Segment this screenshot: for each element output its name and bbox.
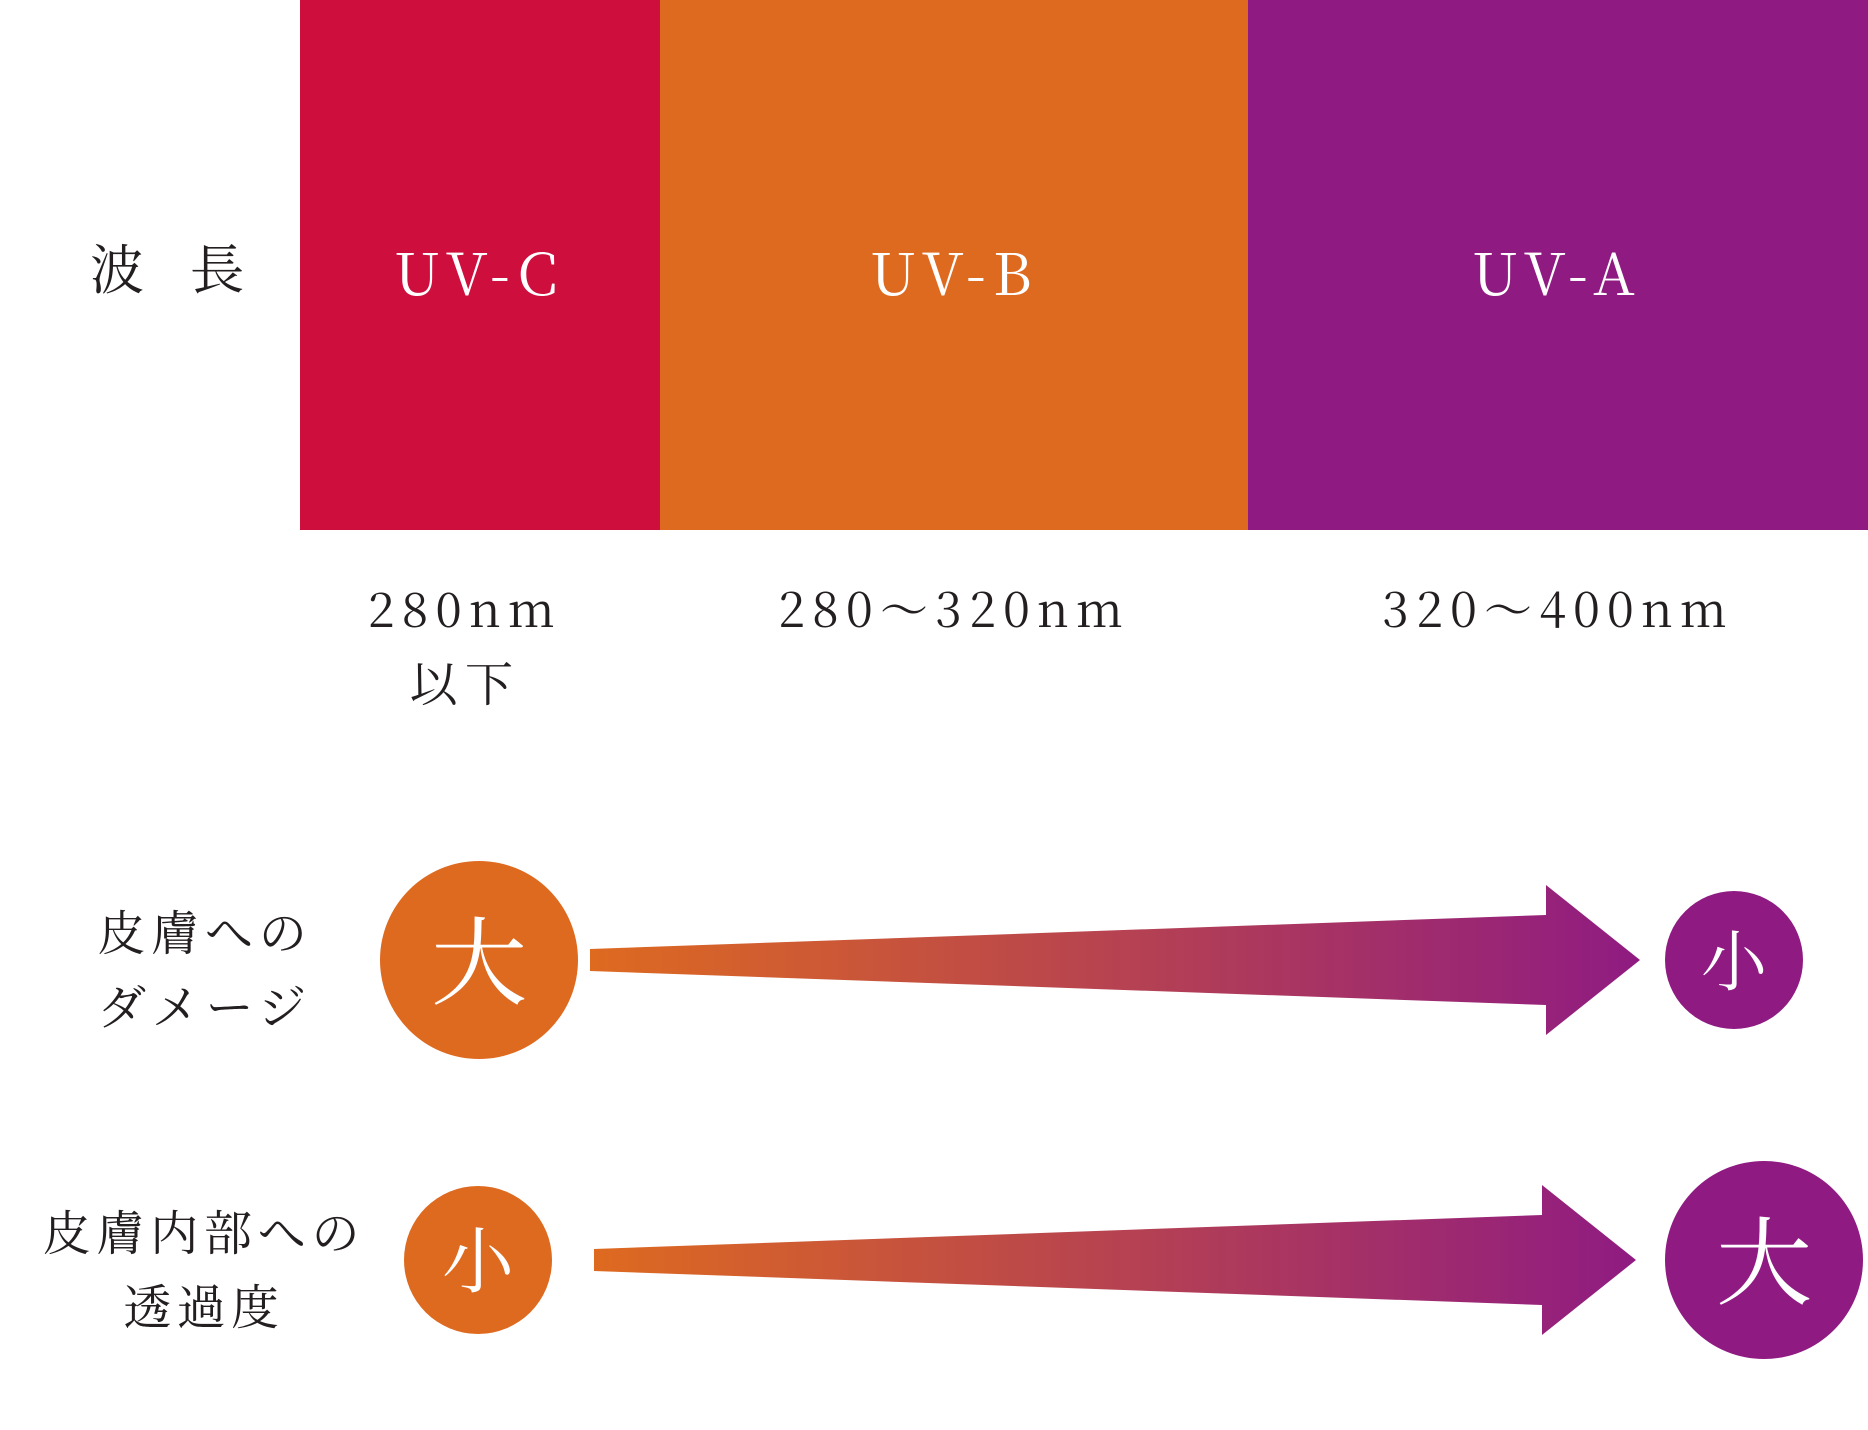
damage-end-circle: 小 <box>1665 891 1803 1029</box>
penetration-end-text: 大 <box>1716 1188 1812 1325</box>
damage-arrow <box>590 880 1640 1040</box>
row-label-damage: 皮膚への ダメージ <box>60 893 350 1042</box>
row-label-penetration-line1: 皮膚内部への <box>0 1193 408 1267</box>
row-label-damage-line2: ダメージ <box>60 967 350 1041</box>
band-label-uvb: UV-B <box>870 228 1039 312</box>
penetration-arrow <box>594 1180 1636 1340</box>
wavelength-label-uvc: 280nm 以下 <box>360 570 570 719</box>
row-label-penetration: 皮膚内部への 透過度 <box>0 1193 408 1342</box>
penetration-start-text: 小 <box>442 1204 514 1308</box>
penetration-start-circle: 小 <box>404 1186 552 1334</box>
band-label-uvc: UV-C <box>394 228 565 312</box>
row-label-damage-line1: 皮膚への <box>60 893 350 967</box>
row-label-wavelength: 波 長 <box>90 228 260 305</box>
row-label-penetration-line2: 透過度 <box>0 1267 408 1341</box>
band-label-uva: UV-A <box>1472 228 1642 312</box>
damage-start-text: 大 <box>431 888 527 1025</box>
wavelength-label-uvb: 280〜320nm <box>774 570 1134 644</box>
damage-end-text: 小 <box>1701 909 1767 1004</box>
damage-start-circle: 大 <box>380 861 578 1059</box>
penetration-end-circle: 大 <box>1665 1161 1863 1359</box>
wavelength-label-uva: 320〜400nm <box>1378 570 1738 644</box>
